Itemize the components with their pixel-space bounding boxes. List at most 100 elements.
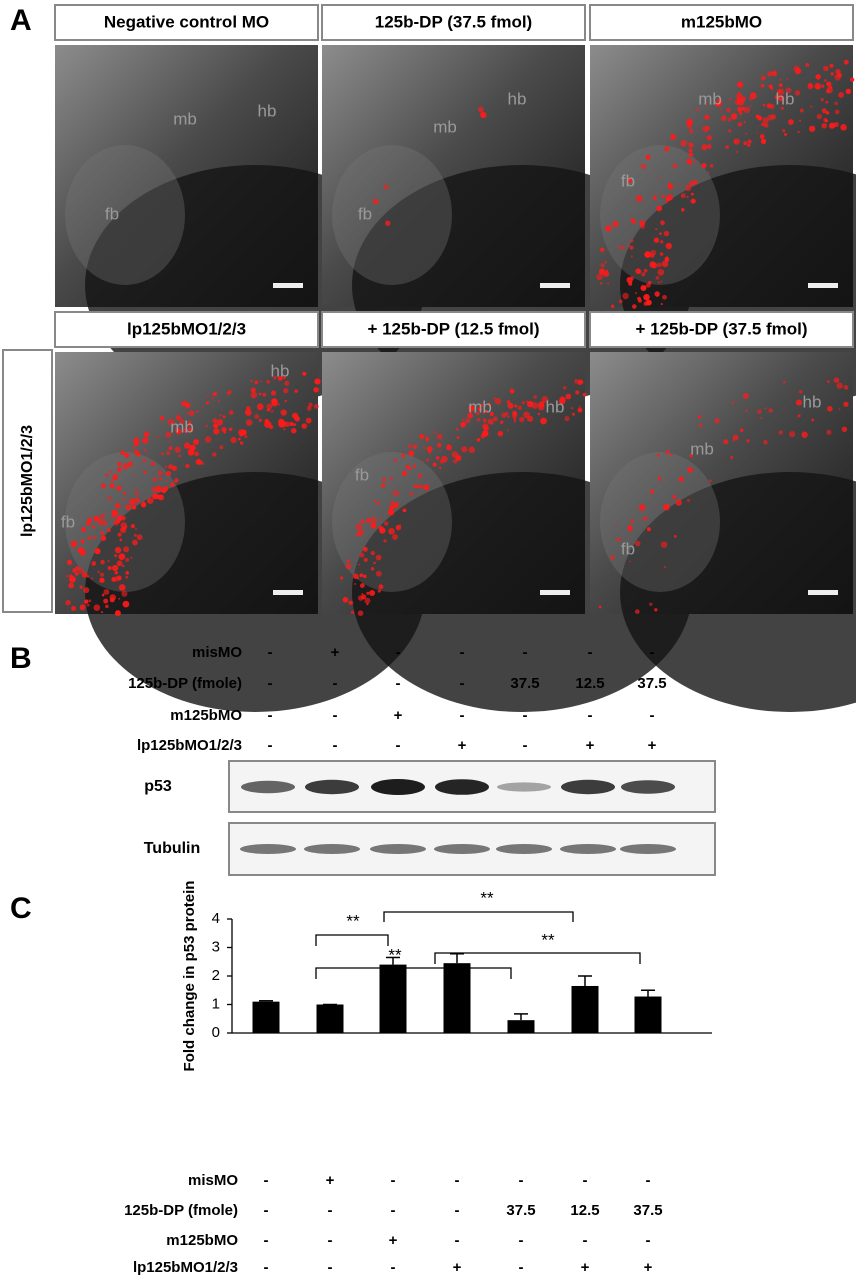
band <box>240 844 296 854</box>
red-signal <box>186 412 189 415</box>
red-signal <box>720 115 727 122</box>
red-signal <box>284 380 290 386</box>
red-signal <box>372 198 379 205</box>
red-signal <box>494 397 502 405</box>
red-signal <box>110 479 114 483</box>
red-signal <box>80 550 86 557</box>
red-signal <box>65 599 71 606</box>
red-signal <box>660 280 663 283</box>
red-signal <box>407 443 413 449</box>
red-signal <box>718 97 721 99</box>
red-signal <box>651 262 658 269</box>
red-signal <box>155 497 158 500</box>
red-signal <box>306 405 312 411</box>
red-signal <box>402 471 407 476</box>
region-label: hb <box>258 101 277 120</box>
red-signal <box>690 192 694 196</box>
red-signal <box>480 111 487 119</box>
red-signal <box>228 410 234 415</box>
red-signal <box>704 114 710 120</box>
red-signal <box>468 446 476 454</box>
red-signal <box>146 451 148 453</box>
red-signal <box>646 527 651 532</box>
cell: - <box>391 1202 396 1219</box>
red-signal <box>461 446 468 453</box>
red-signal <box>689 129 694 134</box>
red-signal <box>132 473 135 476</box>
red-signal <box>136 534 143 541</box>
red-signal <box>100 559 105 565</box>
y-tick-label: 0 <box>212 1024 220 1041</box>
red-signal <box>129 498 136 506</box>
red-signal <box>383 521 389 526</box>
red-signal <box>130 556 133 559</box>
cell: + <box>394 707 403 724</box>
region-label: fb <box>61 512 75 531</box>
red-signal <box>482 411 486 414</box>
red-signal <box>702 125 709 133</box>
red-signal <box>122 600 130 608</box>
red-signal <box>395 524 402 531</box>
red-signal <box>564 415 570 422</box>
red-signal <box>369 589 376 596</box>
red-signal <box>686 119 693 127</box>
red-signal <box>216 419 224 426</box>
red-signal <box>90 535 94 539</box>
red-signal <box>426 446 433 452</box>
red-signal <box>487 402 491 406</box>
red-signal <box>826 380 830 383</box>
red-signal <box>114 554 118 558</box>
red-signal <box>778 430 783 435</box>
red-signal <box>482 430 489 437</box>
red-signal <box>723 439 729 445</box>
red-signal <box>256 403 264 411</box>
red-signal <box>72 546 75 549</box>
red-signal <box>656 294 659 297</box>
cell: - <box>328 1259 333 1276</box>
red-signal <box>262 392 267 397</box>
red-signal <box>743 121 746 124</box>
region-label: hb <box>546 397 565 416</box>
red-signal <box>767 71 773 77</box>
red-signal <box>514 404 518 408</box>
scale-bar <box>273 283 303 288</box>
red-signal <box>116 485 122 491</box>
red-signal <box>598 605 602 609</box>
red-signal <box>133 497 140 504</box>
red-signal <box>283 428 286 431</box>
red-signal <box>755 114 760 119</box>
red-signal <box>616 537 621 542</box>
cell: - <box>268 644 273 661</box>
cell: - <box>583 1172 588 1189</box>
red-signal <box>282 375 286 380</box>
red-signal <box>658 281 660 284</box>
red-signal <box>823 117 828 122</box>
red-signal <box>291 412 299 419</box>
region-label: hb <box>776 89 795 108</box>
red-signal <box>610 555 615 560</box>
red-signal <box>258 418 263 422</box>
red-signal <box>820 84 825 88</box>
red-signal <box>131 505 137 510</box>
red-signal <box>271 400 278 407</box>
red-signal <box>610 304 615 309</box>
red-signal <box>188 410 195 416</box>
red-signal <box>661 194 666 199</box>
red-signal <box>188 427 194 433</box>
red-signal <box>778 95 785 102</box>
red-signal <box>80 539 85 544</box>
red-signal <box>228 427 233 432</box>
red-signal <box>212 392 216 396</box>
cell: - <box>396 675 401 692</box>
red-signal <box>245 419 253 427</box>
red-signal <box>776 98 779 101</box>
region-label: mb <box>433 117 457 136</box>
red-signal <box>714 417 720 424</box>
red-signal <box>468 405 475 412</box>
cell: - <box>264 1259 269 1276</box>
red-signal <box>507 402 514 409</box>
y-tick-label: 4 <box>212 910 220 927</box>
red-signal <box>213 428 220 435</box>
red-signal <box>133 533 137 537</box>
red-signal <box>797 414 801 418</box>
